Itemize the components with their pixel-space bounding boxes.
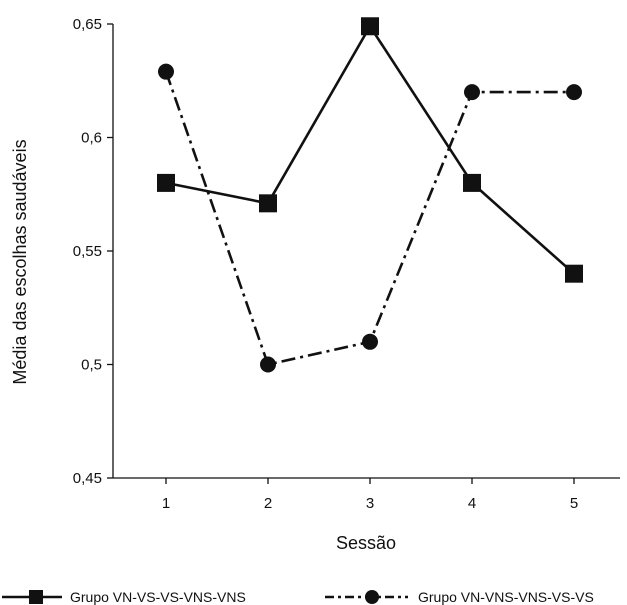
x-axis-label: Sessão (336, 533, 396, 553)
data-point-circle (365, 590, 379, 604)
data-point-circle (566, 84, 582, 101)
y-ticks: 0,45 0,5 0,55 0,6 0,65 (73, 16, 113, 487)
x-tick-label: 2 (264, 495, 272, 512)
y-tick-label: 0,6 (81, 130, 102, 147)
y-tick-label: 0,5 (81, 357, 102, 374)
legend-item-1: Grupo VN-VS-VS-VNS-VNS (2, 589, 246, 605)
y-tick-label: 0,45 (73, 470, 102, 487)
legend-item-2: Grupo VN-VNS-VNS-VS-VS (325, 589, 594, 605)
data-point-circle (464, 84, 480, 101)
data-point-circle (362, 333, 378, 350)
x-tick-label: 4 (468, 495, 476, 512)
data-point-square (361, 17, 379, 36)
data-point-square (29, 590, 43, 604)
x-tick-label: 3 (366, 495, 374, 512)
y-tick-label: 0,65 (73, 16, 102, 33)
series-line (165, 24, 575, 275)
data-point-square (157, 173, 175, 192)
legend: Grupo VN-VS-VS-VNS-VNS Grupo VN-VNS-VNS-V… (2, 589, 594, 605)
x-tick-label: 5 (570, 495, 578, 512)
series-1 (157, 17, 583, 283)
data-point-square (259, 194, 277, 213)
legend-label: Grupo VN-VNS-VNS-VS-VS (418, 589, 594, 605)
data-point-square (463, 173, 481, 192)
data-point-circle (260, 356, 276, 373)
legend-label: Grupo VN-VS-VS-VNS-VNS (70, 589, 246, 605)
series-2 (158, 63, 582, 373)
y-tick-label: 0,55 (73, 243, 102, 260)
series-layer (157, 17, 583, 373)
x-ticks: 1 2 3 4 5 (162, 478, 578, 512)
data-point-square (565, 264, 583, 283)
y-axis-label: Média das escolhas saudáveis (10, 139, 30, 384)
x-tick-label: 1 (162, 495, 170, 512)
data-point-circle (158, 63, 174, 80)
